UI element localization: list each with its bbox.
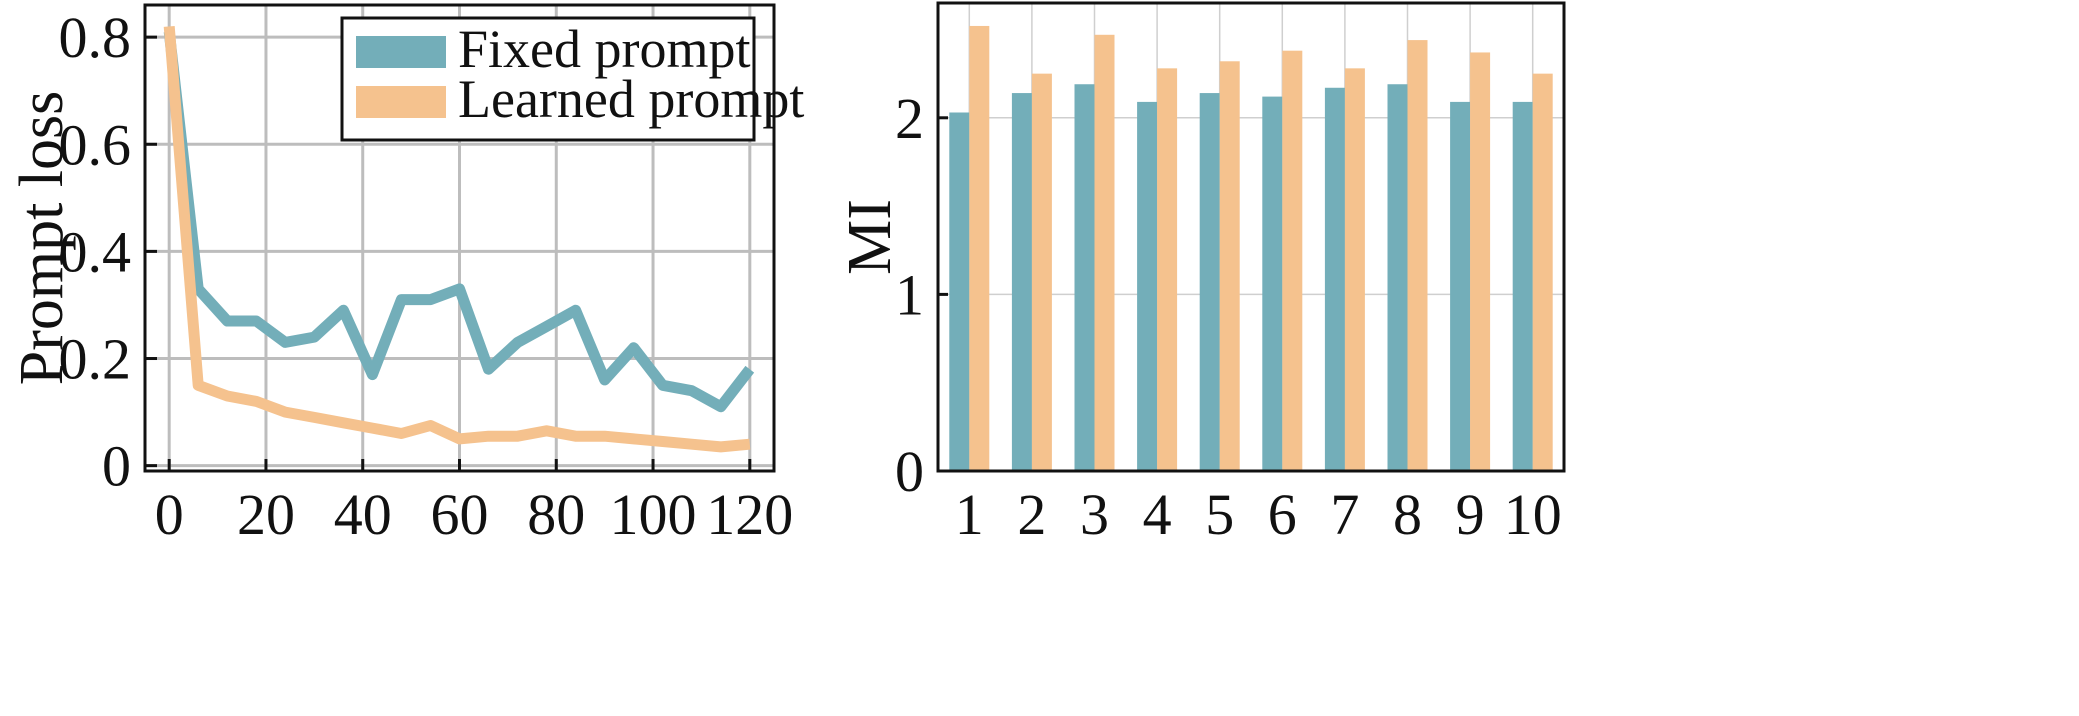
x-tick-label: 2 xyxy=(1017,482,1046,547)
bar-teal-6 xyxy=(1262,96,1283,471)
bar-teal-4 xyxy=(1137,101,1158,472)
bar-orange-4 xyxy=(1157,68,1178,472)
x-tick-label: 3 xyxy=(1080,482,1109,547)
legend-label: Learned prompt xyxy=(458,69,804,129)
x-tick-label: 60 xyxy=(431,482,489,547)
x-tick-label: 100 xyxy=(610,482,697,547)
legend-label: Fixed prompt xyxy=(458,19,751,79)
x-tick-label: 1 xyxy=(955,482,984,547)
bar-chart-y-axis-label: MI xyxy=(836,199,904,275)
x-tick-label: 8 xyxy=(1393,482,1422,547)
y-tick-label: 2 xyxy=(895,86,924,151)
bar-teal-8 xyxy=(1387,84,1408,472)
y-tick-label: 1 xyxy=(895,262,924,327)
bar-teal-5 xyxy=(1199,93,1220,471)
series-line-fixed-prompt xyxy=(163,31,755,413)
x-tick-label: 5 xyxy=(1205,482,1234,547)
y-tick-label: 0.4 xyxy=(59,219,132,284)
x-tick-label: 9 xyxy=(1456,482,1485,547)
bar-orange-8 xyxy=(1407,40,1428,471)
line-chart: 0 20 40 60 80 100 120 0 0.2 0.4 0.6 0.8 Prompt loss… xyxy=(8,3,804,547)
x-tick-label: 0 xyxy=(155,482,184,547)
bar-teal-10 xyxy=(1512,101,1533,472)
x-tick-label: 10 xyxy=(1504,482,1562,547)
line-chart-ticks: 0 20 40 60 80 100 120 0 0.2 0.4 0.6 0.8 xyxy=(59,5,794,547)
bar-teal-1 xyxy=(949,112,970,472)
y-tick-label: 0.8 xyxy=(59,5,132,70)
y-tick-label: 0 xyxy=(102,434,131,499)
bar-orange-6 xyxy=(1282,50,1303,472)
y-tick-label: 0.2 xyxy=(59,327,132,392)
x-tick-label: 40 xyxy=(334,482,392,547)
x-tick-label: 120 xyxy=(706,482,793,547)
y-tick-label: 0.6 xyxy=(59,112,132,177)
bar-teal-3 xyxy=(1074,84,1095,472)
bar-orange-2 xyxy=(1031,73,1052,471)
bar-chart-bars xyxy=(949,25,1553,472)
y-tick-label: 0 xyxy=(895,439,924,504)
legend-swatch xyxy=(356,36,446,68)
x-tick-label: 80 xyxy=(527,482,585,547)
bar-teal-7 xyxy=(1324,87,1345,472)
x-tick-label: 7 xyxy=(1330,482,1359,547)
bar-orange-1 xyxy=(969,25,990,471)
x-tick-label: 20 xyxy=(237,482,295,547)
line-chart-y-axis-label: Prompt loss xyxy=(8,91,76,386)
series-line-learned-prompt xyxy=(163,25,751,453)
bar-orange-3 xyxy=(1094,34,1115,471)
x-tick-label: 4 xyxy=(1143,482,1172,547)
bar-orange-5 xyxy=(1219,61,1240,472)
bar-teal-2 xyxy=(1011,93,1032,471)
bar-orange-7 xyxy=(1344,68,1365,472)
x-tick-label: 6 xyxy=(1268,482,1297,547)
line-chart-series xyxy=(163,25,755,453)
bar-orange-10 xyxy=(1532,73,1553,471)
bar-teal-9 xyxy=(1450,101,1471,472)
bar-chart-frame xyxy=(936,1,1566,473)
legend-swatch xyxy=(356,86,446,118)
bar-orange-9 xyxy=(1470,52,1491,471)
